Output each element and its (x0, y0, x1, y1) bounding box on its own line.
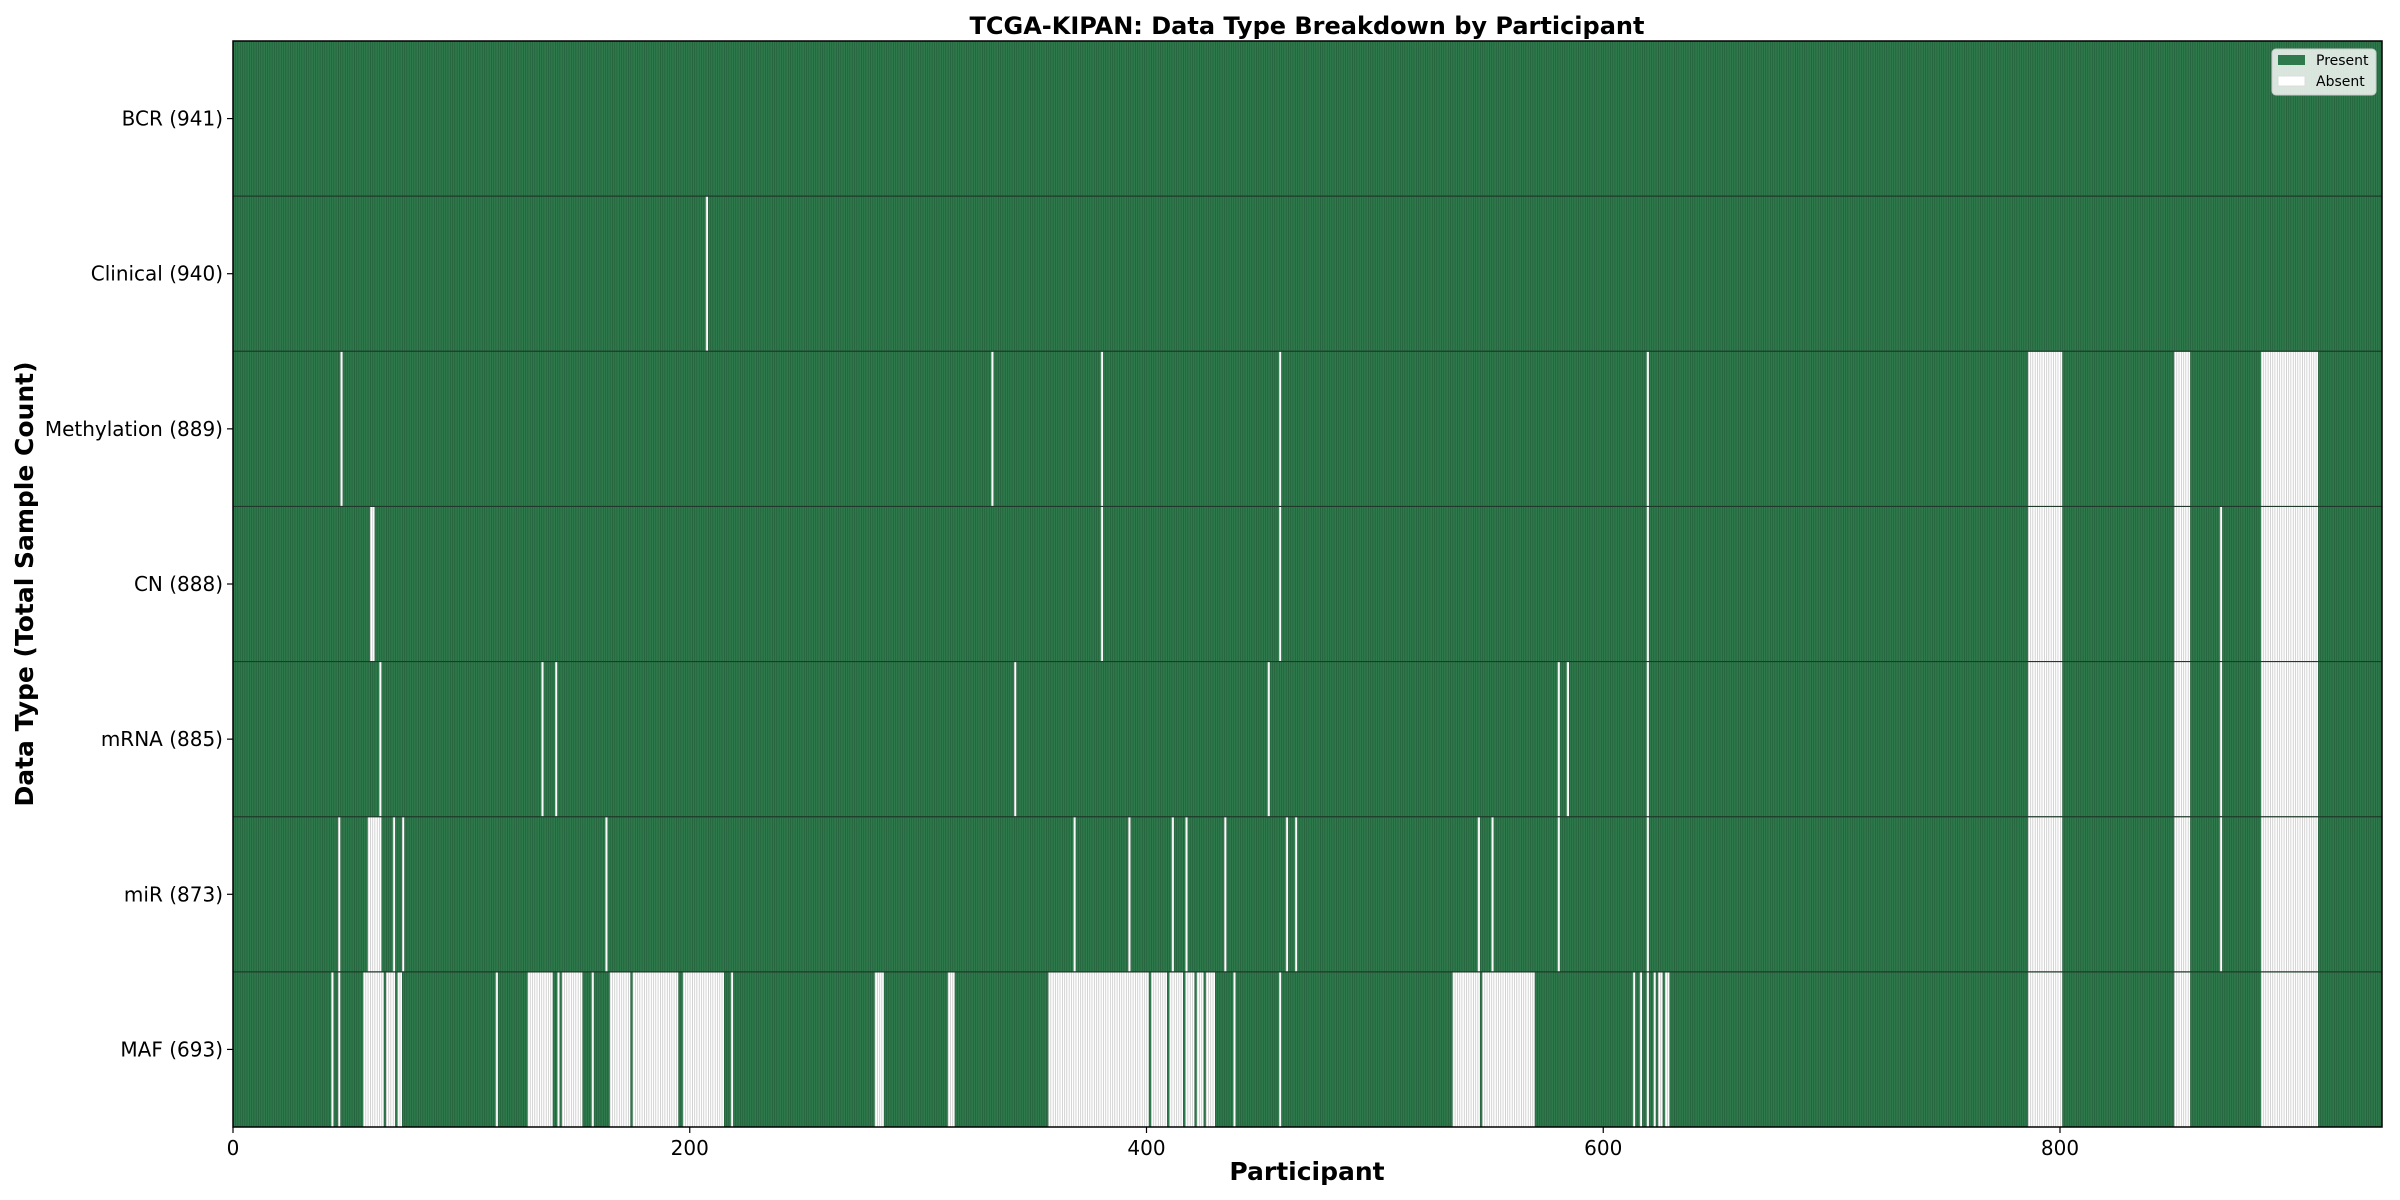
y-tick-label: BCR (941) (122, 107, 223, 131)
y-tick-label: Clinical (940) (91, 262, 223, 286)
legend-swatch-absent (2277, 75, 2306, 87)
legend-label-present: Present (2316, 53, 2369, 69)
legend-swatch-present (2278, 55, 2305, 65)
chart-title: TCGA-KIPAN: Data Type Breakdown by Parti… (970, 12, 1645, 40)
legend-label-absent: Absent (2316, 74, 2365, 90)
row-separators (233, 195, 2382, 973)
x-tick-label: 400 (1127, 1136, 1165, 1160)
x-axis-label: Participant (1229, 1157, 1384, 1186)
cell-stripes (233, 41, 2382, 1127)
y-axis-label: Data Type (Total Sample Count) (10, 361, 39, 806)
y-axis: BCR (941) Clinical (940) Methylation (889)… (45, 107, 233, 1061)
x-tick-label: 600 (1584, 1136, 1622, 1160)
x-tick-label: 0 (227, 1136, 240, 1160)
legend: Present Absent (2271, 48, 2377, 96)
y-tick-label: miR (873) (124, 882, 223, 906)
x-tick-label: 200 (671, 1136, 709, 1160)
y-tick-label: MAF (693) (120, 1037, 223, 1061)
y-tick-label: CN (888) (134, 572, 223, 596)
y-tick-label: mRNA (885) (101, 727, 223, 751)
x-axis: 0 200 400 600 800 (227, 1127, 2079, 1160)
y-tick-label: Methylation (889) (45, 417, 223, 441)
x-tick-label: 800 (2041, 1136, 2079, 1160)
